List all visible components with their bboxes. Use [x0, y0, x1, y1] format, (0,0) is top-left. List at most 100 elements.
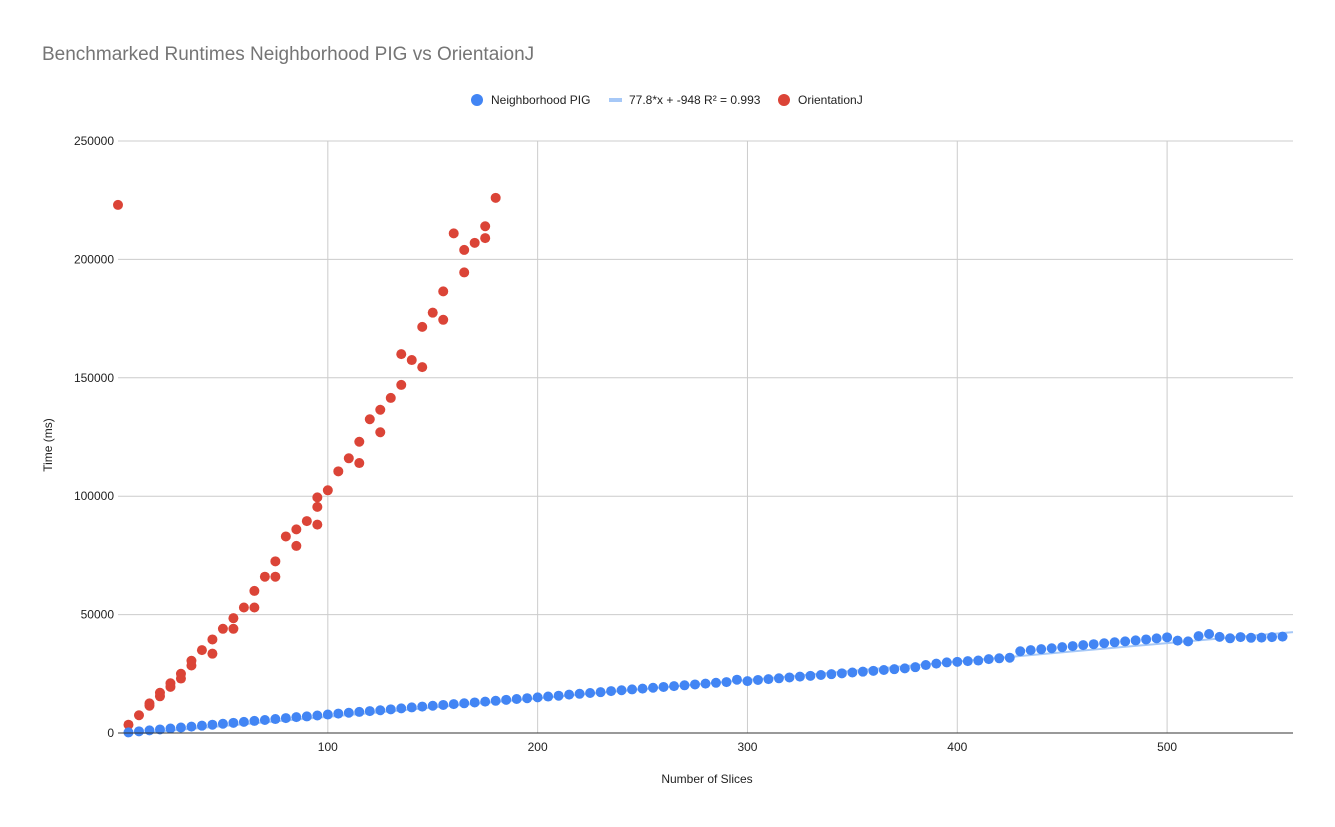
neighborhood-pig-point [606, 686, 617, 697]
series-orientationj [113, 192, 501, 730]
orientationj-point [469, 237, 480, 248]
neighborhood-pig-point [1015, 646, 1026, 657]
neighborhood-pig-point [616, 685, 627, 696]
neighborhood-pig-point [710, 677, 721, 688]
orientationj-point [364, 414, 375, 425]
neighborhood-pig-point [648, 682, 659, 693]
neighborhood-pig-point [165, 723, 176, 734]
neighborhood-pig-point [1025, 645, 1036, 656]
neighborhood-pig-point [291, 712, 302, 723]
orientationj-point [417, 321, 428, 332]
x-tick-label: 300 [737, 740, 757, 754]
neighborhood-pig-point [1277, 631, 1288, 642]
orientationj-point [354, 436, 365, 447]
orientationj-point [396, 349, 407, 360]
legend: Neighborhood PIG 77.8*x + -948 R² = 0.99… [471, 93, 863, 107]
neighborhood-pig-point [312, 710, 323, 721]
orientationj-point [459, 267, 470, 278]
orientationj-point [291, 524, 302, 535]
y-axis-label: Time (ms) [41, 418, 55, 472]
neighborhood-pig-point [973, 655, 984, 666]
y-tick-label: 0 [107, 726, 114, 740]
orientationj-point [280, 531, 291, 542]
neighborhood-pig-point [700, 678, 711, 689]
orientationj-point [354, 458, 365, 469]
neighborhood-pig-point [1099, 638, 1110, 649]
orientationj-point [375, 404, 386, 415]
neighborhood-pig-point [742, 676, 753, 687]
neighborhood-pig-point [794, 671, 805, 682]
neighborhood-pig-point [1183, 636, 1194, 647]
neighborhood-pig-point [1256, 632, 1267, 643]
legend-marker-orientationj [778, 94, 790, 106]
x-tick-label: 200 [528, 740, 548, 754]
neighborhood-pig-point [983, 654, 994, 665]
neighborhood-pig-point [962, 656, 973, 667]
orientationj-point [186, 655, 197, 666]
series-neighborhood-pig [123, 629, 1288, 738]
neighborhood-pig-point [364, 706, 375, 717]
neighborhood-pig-point [627, 684, 638, 695]
neighborhood-pig-point [1088, 639, 1099, 650]
y-tick-label: 50000 [81, 608, 115, 622]
legend-label-trendline: 77.8*x + -948 R² = 0.993 [629, 93, 761, 107]
orientationj-point [144, 698, 155, 709]
orientationj-point [175, 668, 186, 679]
neighborhood-pig-point [805, 670, 816, 681]
neighborhood-pig-point [836, 668, 847, 679]
neighborhood-pig-point [1004, 652, 1015, 663]
neighborhood-pig-point [1067, 641, 1078, 652]
neighborhood-pig-point [175, 722, 186, 733]
orientationj-point [343, 453, 354, 464]
neighborhood-pig-point [1246, 632, 1257, 643]
neighborhood-pig-point [301, 711, 312, 722]
x-tick-label: 500 [1157, 740, 1177, 754]
orientationj-point [480, 221, 491, 232]
orientationj-point [249, 585, 260, 596]
neighborhood-pig-point [553, 690, 564, 701]
neighborhood-pig-point [763, 674, 774, 685]
neighborhood-pig-point [1046, 643, 1057, 654]
neighborhood-pig-point [427, 700, 438, 711]
orientationj-point [270, 556, 281, 567]
neighborhood-pig-point [690, 679, 701, 690]
orientationj-point [427, 307, 438, 318]
neighborhood-pig-point [354, 706, 365, 717]
neighborhood-pig-point [931, 658, 942, 669]
orientationj-point [207, 648, 218, 659]
orientationj-point [249, 602, 260, 613]
neighborhood-pig-point [1057, 642, 1068, 653]
neighborhood-pig-point [1193, 631, 1204, 642]
orientationj-point [217, 623, 228, 634]
orientationj-point [291, 540, 302, 551]
orientationj-point [123, 719, 134, 730]
orientationj-point [238, 602, 249, 613]
neighborhood-pig-point [480, 696, 491, 707]
orientationj-point [259, 571, 270, 582]
neighborhood-pig-point [259, 714, 270, 725]
orientationj-point [228, 623, 239, 634]
orientationj-point [113, 199, 123, 210]
orientationj-point [480, 233, 491, 244]
neighborhood-pig-point [459, 698, 470, 709]
x-axis-label: Number of Slices [661, 772, 752, 786]
orientationj-point [438, 286, 449, 297]
neighborhood-pig-point [595, 687, 606, 698]
legend-marker-trendline [609, 98, 622, 102]
neighborhood-pig-point [406, 702, 417, 713]
orientationj-point [154, 687, 165, 698]
orientationj-point [396, 379, 407, 390]
neighborhood-pig-point [448, 699, 459, 710]
neighborhood-pig-point [585, 687, 596, 698]
x-tick-label: 100 [318, 740, 338, 754]
x-tick-label: 400 [947, 740, 967, 754]
neighborhood-pig-point [952, 656, 963, 667]
neighborhood-pig-point [238, 716, 249, 727]
orientationj-point [312, 519, 323, 530]
neighborhood-pig-point [1214, 631, 1225, 642]
neighborhood-pig-point [889, 664, 900, 675]
neighborhood-pig-point [773, 673, 784, 684]
neighborhood-pig-point [1120, 636, 1131, 647]
neighborhood-pig-point [1267, 632, 1278, 643]
